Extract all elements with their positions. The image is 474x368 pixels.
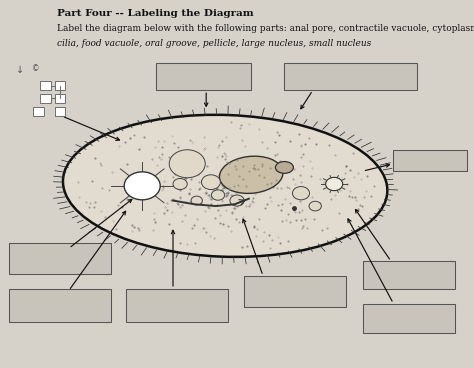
Circle shape [173, 178, 187, 190]
Circle shape [201, 175, 220, 190]
Text: Part Four -- Labeling the Diagram: Part Four -- Labeling the Diagram [57, 9, 254, 18]
Bar [244, 276, 346, 307]
Circle shape [124, 172, 160, 200]
Bar [156, 63, 251, 90]
Text: Label the diagram below with the following parts: anal pore, contractile vacuole: Label the diagram below with the followi… [57, 24, 474, 33]
Bar [363, 304, 455, 333]
Ellipse shape [275, 162, 293, 173]
Ellipse shape [63, 115, 387, 257]
Bar [40, 81, 51, 90]
Bar [55, 107, 65, 116]
Bar [363, 261, 455, 289]
Text: cilia, food vacuole, oral groove, pellicle, large nucleus, small nucleus: cilia, food vacuole, oral groove, pellic… [57, 39, 371, 47]
Circle shape [230, 195, 244, 206]
Bar [126, 289, 228, 322]
Bar [9, 289, 111, 322]
Ellipse shape [219, 156, 283, 194]
Bar [9, 243, 111, 274]
Circle shape [211, 190, 225, 200]
Bar [33, 107, 44, 116]
Circle shape [326, 177, 343, 191]
Bar [284, 63, 417, 90]
Circle shape [169, 150, 205, 178]
Circle shape [292, 187, 310, 200]
Bar [55, 81, 65, 90]
Bar [393, 150, 467, 171]
Circle shape [309, 201, 321, 211]
Text: ©: © [32, 64, 40, 73]
Circle shape [191, 196, 202, 205]
Bar [55, 94, 65, 103]
Bar [40, 94, 51, 103]
Text: ↓: ↓ [16, 65, 24, 75]
